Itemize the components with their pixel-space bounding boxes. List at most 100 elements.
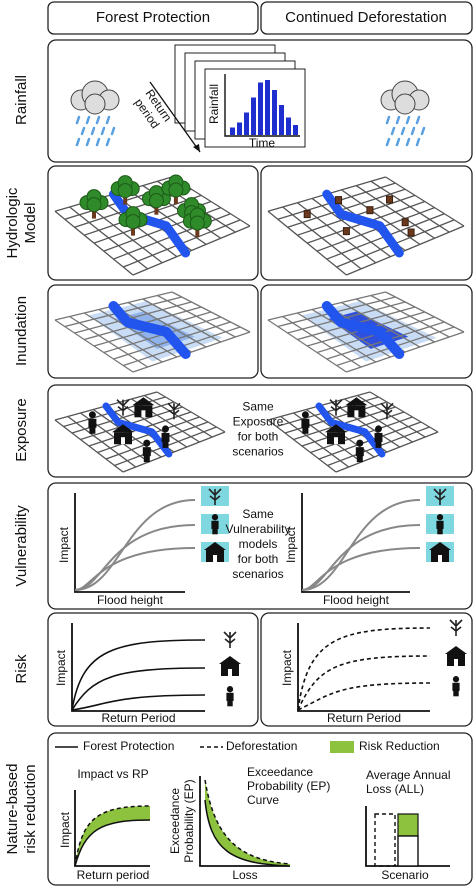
label: Scenario [381,868,429,882]
grid-line [157,294,236,338]
histogram-bar [272,90,277,135]
person-legs [89,426,96,434]
label: Impact [57,526,71,563]
person-body [226,692,234,701]
stump [335,196,343,205]
axes [71,623,205,712]
multiline-label: Vulnerability [13,505,30,587]
person-legs [375,440,382,448]
river [315,402,386,458]
tree-crown [125,214,141,230]
grid-line [369,391,439,433]
rain-drop [415,137,421,147]
person-body [88,418,97,428]
rain-drop [85,137,91,147]
tree-trunk [154,202,159,215]
stump [366,206,374,215]
axes [297,623,430,712]
label: Return period [77,868,150,882]
label: Rainfall [207,84,221,124]
grid-line [143,394,213,438]
rain-drop [90,126,96,136]
rain-drop [105,137,111,147]
label-line: Same [242,400,274,414]
person-body [161,432,170,442]
tree-crown [148,193,164,209]
person-head [436,514,444,521]
person-head [211,514,219,521]
plant [116,399,130,416]
house-roof [445,646,467,654]
label-line: Vulnerability [13,505,30,587]
label-line: models [239,537,278,551]
histogram-bar [286,117,291,135]
label: Flood height [97,593,164,607]
house-roof [429,542,451,550]
label: Forest Protection [96,9,210,26]
curve-solid [204,799,291,867]
risk-reduction-area [75,806,150,866]
rain-drop [405,115,411,125]
grid-line [341,301,421,348]
label-line: Average Annual [366,768,451,782]
label-line: Rainfall [13,75,30,125]
plant [449,619,463,636]
grid-line [370,294,450,338]
grid-line [122,431,226,473]
plant [433,488,447,505]
grid-line [127,301,207,348]
header-box [47,1,259,35]
rain-drop [85,115,91,125]
label-line: Exposure [233,415,284,429]
rain-drop [410,126,416,136]
person-body [142,447,151,457]
multiline-label: Risk [13,654,30,684]
grid-line [316,207,435,252]
grid-line [346,225,465,276]
label-line: Inundation [13,296,30,366]
multiline-label: Impact vs RP [77,767,148,781]
grid-line [127,189,207,245]
tree-trunk [173,192,178,205]
rain-drop [420,126,426,136]
person-body [355,447,364,457]
plant [223,631,237,648]
stump [386,195,394,204]
tree-crown [86,197,102,213]
label-line: Probability (EP) [182,779,196,862]
panel [260,612,473,727]
house-door [213,555,217,562]
label-line: Vulnerability [226,522,291,536]
rain-drop [95,115,101,125]
label-line: Risk [13,654,30,684]
label-line: Impact [58,811,72,848]
rain-drop [105,115,111,125]
house-roof [345,397,368,406]
grid-line [132,331,251,373]
house-roof [219,656,241,664]
axes [224,74,300,137]
multiline-label: Nature-basedrisk reduction [4,764,39,855]
histogram-bar [265,80,270,135]
person-head [226,686,234,693]
person-legs [453,690,459,697]
house-roof [112,424,134,433]
multiline-label: Inundation [13,296,30,366]
risk-curve [297,655,431,711]
house-door [141,410,146,418]
rain-drop [75,137,81,147]
histogram-bar [251,97,256,135]
vulnerability-curve [74,547,196,591]
histogram-bar [258,82,263,135]
multiline-label: Same Exposure for both scenarios [232,400,283,459]
label: Return Period [327,711,401,725]
label: Time [249,136,276,150]
label-line: Same [242,507,274,521]
label: Impact [284,526,298,563]
grid-line [355,185,435,239]
grid-line [346,331,465,373]
histogram-bar [230,127,235,135]
grid-line [331,401,401,448]
person-legs [212,528,218,535]
